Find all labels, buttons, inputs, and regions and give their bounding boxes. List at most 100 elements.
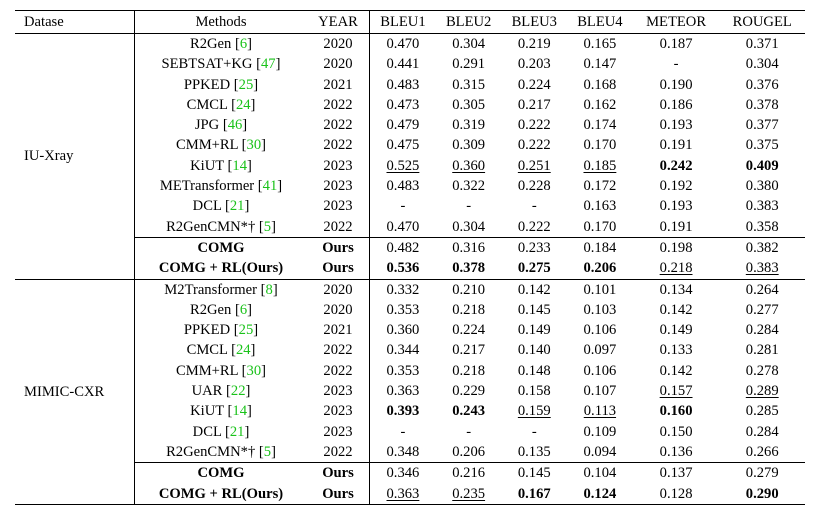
value-cell: 0.482 [369,236,436,259]
value-cell: 0.168 [583,76,617,93]
value-cell: 0.109 [583,423,617,440]
value-cell: 0.409 [745,157,779,174]
value-cell: 0.536 [369,258,436,280]
method-cell: UAR [22] [191,383,251,400]
value-cell: 0.170 [583,137,617,154]
value-cell: 0.233 [501,236,568,259]
value-cell: 0.266 [745,443,779,460]
value-cell: 0.278 [745,362,779,379]
value-cell: 0.479 [386,117,420,134]
value-cell: 0.150 [659,423,693,440]
year-cell: 2022 [307,360,370,382]
method-cell: COMG + RL(Ours) [134,258,307,280]
value-cell: 0.242 [659,157,693,174]
value-cell: 0.193 [659,117,693,134]
method-cell: KiUT [14] [190,157,252,174]
value-cell: 0.135 [517,443,551,460]
table-row: R2GenCMN*† [5] 2022 0.348 0.206 0.135 0.… [15,441,805,463]
value-cell: 0.279 [719,462,805,484]
value-cell: 0.097 [583,342,617,359]
value-cell: 0.193 [659,198,693,215]
dataset-label: MIMIC-CXR [15,279,135,505]
value-cell: 0.170 [583,218,617,235]
value-cell: 0.128 [632,483,720,505]
method-cell: CMCL [24] [186,96,256,113]
table-row: PPKED [25] 2021 0.360 0.224 0.149 0.106 … [15,320,805,341]
table-row: R2GenCMN*† [5] 2022 0.470 0.304 0.222 0.… [15,216,805,238]
value-cell: 0.134 [659,281,693,298]
value-cell: 0.380 [745,178,779,195]
value-cell: 0.316 [435,236,502,259]
header-methods: Methods [134,10,307,34]
value-cell: 0.174 [583,117,617,134]
dataset-label: IU-Xray [15,33,135,280]
value-cell: 0.187 [659,36,693,52]
value-cell: 0.167 [501,483,568,505]
table-row: CMCL [24] 2022 0.473 0.305 0.217 0.162 0… [15,94,805,116]
table-row: CMM+RL [30] 2022 0.353 0.218 0.148 0.106… [15,360,805,382]
value-cell: 0.106 [583,362,617,379]
value-cell: 0.222 [517,218,551,235]
method-cell: R2GenCMN*† [5] [166,218,276,235]
value-cell: 0.191 [659,137,693,154]
value-cell: 0.483 [386,76,420,93]
table-row-ours: COMG Ours 0.482 0.316 0.233 0.184 0.198 … [15,236,805,259]
year-cell: 2020 [307,299,370,321]
value-cell: 0.353 [386,301,420,318]
header-bleu4: BLEU4 [567,10,633,34]
value-cell: 0.158 [517,383,551,400]
value-cell: 0.218 [632,258,720,280]
value-cell: 0.377 [745,117,779,134]
value-cell: 0.363 [369,483,436,505]
value-cell: 0.224 [517,76,551,93]
value-cell: 0.140 [517,342,551,359]
value-cell: 0.284 [745,423,779,440]
value-cell: 0.142 [659,362,693,379]
method-cell: R2Gen [6] [189,36,253,52]
value-cell: 0.222 [517,117,551,134]
value-cell: 0.290 [719,483,805,505]
year-cell: 2021 [307,74,370,95]
method-cell: KiUT [14] [190,403,252,420]
value-cell: 0.275 [501,258,568,280]
table-row: CMCL [24] 2022 0.344 0.217 0.140 0.097 0… [15,340,805,361]
table-row: JPG [46] 2022 0.479 0.319 0.222 0.174 0.… [15,115,805,136]
value-cell: 0.473 [386,96,420,113]
value-cell: 0.113 [583,403,617,420]
value-cell: 0.281 [745,342,779,359]
value-cell: 0.133 [659,342,693,359]
value-cell: 0.163 [583,198,617,215]
value-cell: 0.358 [745,218,779,235]
value-cell: 0.375 [745,137,779,154]
value-cell: 0.145 [517,301,551,318]
value-cell: 0.378 [745,96,779,113]
value-cell: 0.198 [632,236,720,259]
table-row: SEBTSAT+KG [47] 2020 0.441 0.291 0.203 0… [15,54,805,75]
value-cell: 0.206 [567,258,633,280]
value-cell: 0.525 [386,157,420,174]
value-cell: 0.285 [745,403,779,420]
value-cell: - [400,423,406,440]
method-cell: R2GenCMN*† [5] [166,443,276,460]
value-cell: 0.149 [517,322,551,339]
value-cell: 0.157 [659,383,693,400]
value-cell: 0.284 [745,322,779,339]
year-cell: 2022 [307,441,370,463]
value-cell: 0.228 [517,178,551,195]
value-cell: 0.162 [583,96,617,113]
value-cell: 0.371 [745,36,779,52]
method-cell: CMM+RL [30] [175,362,266,379]
value-cell: - [673,56,679,73]
value-cell: 0.251 [517,157,551,174]
year-cell: 2023 [307,196,370,217]
value-cell: - [400,198,406,215]
value-cell: 0.222 [517,137,551,154]
value-cell: 0.104 [567,462,633,484]
value-cell: - [466,423,472,440]
year-cell: Ours [307,483,370,505]
table-row: UAR [22] 2023 0.363 0.229 0.158 0.107 0.… [15,381,805,402]
table-row-ours: COMG Ours 0.346 0.216 0.145 0.104 0.137 … [15,462,805,484]
value-cell: 0.185 [583,157,617,174]
value-cell: 0.309 [452,137,486,154]
value-cell: 0.218 [452,301,486,318]
